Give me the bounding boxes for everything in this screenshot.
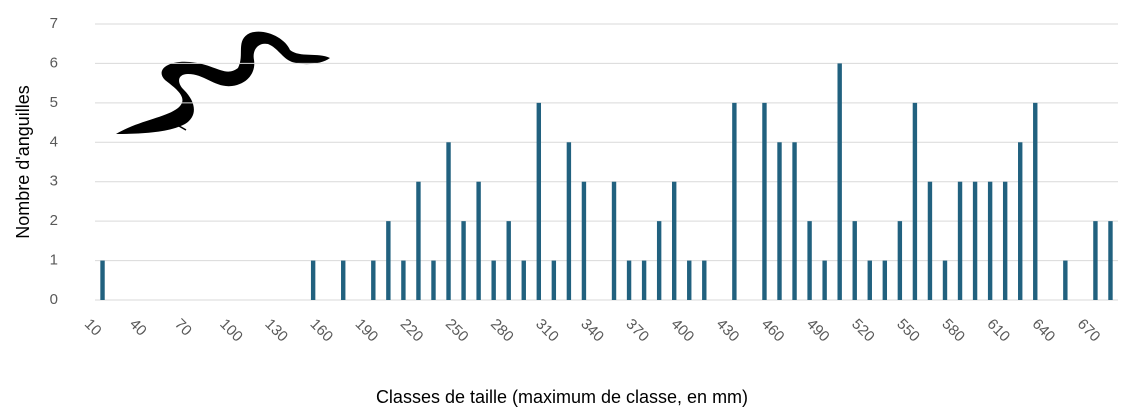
bar (611, 181, 617, 300)
bar (310, 260, 316, 300)
x-tick-label: 250 (442, 316, 472, 346)
bar (927, 181, 933, 300)
x-tick-label: 190 (352, 316, 382, 346)
x-tick-label: 220 (397, 316, 427, 346)
bar (626, 260, 632, 300)
bar (1063, 260, 1068, 300)
x-tick-label: 550 (893, 316, 923, 346)
bar (1108, 221, 1113, 300)
x-tick-label: 10 (81, 316, 105, 340)
bar (687, 260, 692, 300)
bar (1093, 221, 1098, 300)
bar (341, 260, 346, 300)
bar (897, 221, 903, 300)
bar (476, 181, 481, 300)
x-tick-label: 370 (622, 316, 652, 346)
x-tick-label: 580 (938, 316, 968, 346)
bar (1002, 181, 1008, 300)
x-tick-label: 340 (577, 316, 607, 346)
x-tick-label: 430 (713, 316, 743, 346)
y-tick-label: 5 (50, 94, 58, 111)
bar (957, 181, 963, 300)
bar (551, 260, 557, 300)
bar (446, 142, 451, 300)
bar (882, 260, 888, 300)
x-tick-label: 670 (1074, 316, 1104, 346)
x-tick-label: 70 (171, 316, 195, 340)
x-tick-label: 400 (668, 316, 698, 346)
bar (671, 181, 677, 300)
x-tick-label: 520 (848, 316, 878, 346)
y-tick-label: 1 (50, 252, 58, 269)
bar (656, 221, 662, 300)
y-tick-label: 2 (50, 212, 58, 229)
y-tick-label: 3 (50, 173, 58, 190)
bar (942, 260, 948, 300)
bar (491, 260, 496, 300)
x-tick-label: 280 (487, 316, 517, 346)
bar (506, 221, 511, 300)
y-tick-label: 4 (50, 133, 58, 150)
bar (416, 181, 421, 300)
bar (1018, 142, 1023, 300)
bar (581, 181, 587, 300)
y-tick-label: 0 (50, 291, 58, 308)
y-tick-label: 7 (50, 15, 58, 32)
bar (702, 260, 707, 300)
bar (431, 260, 436, 300)
bar (867, 260, 872, 300)
bar (461, 221, 466, 300)
bar (732, 102, 737, 300)
y-tick-label: 6 (50, 54, 58, 71)
x-tick-label: 460 (758, 316, 788, 346)
bar (762, 102, 767, 300)
bar (822, 260, 827, 300)
bar (401, 260, 406, 300)
bar (386, 221, 391, 300)
bar (987, 181, 993, 300)
x-tick-label: 310 (532, 316, 562, 346)
bar (837, 63, 842, 300)
bar (792, 142, 797, 300)
eel-icon (116, 31, 330, 134)
bar (777, 142, 782, 300)
x-tick-label: 160 (307, 316, 337, 346)
x-axis-title: Classes de taille (maximum de classe, en… (376, 387, 748, 407)
bar (912, 102, 918, 300)
x-tick-label: 100 (216, 316, 246, 346)
bar (536, 102, 542, 300)
bar (972, 181, 978, 300)
bar (371, 260, 376, 300)
y-axis-title: Nombre d'anguilles (13, 85, 33, 239)
bar (852, 221, 857, 300)
x-tick-label: 640 (1029, 316, 1059, 346)
x-tick-label: 610 (984, 316, 1014, 346)
bar (1033, 102, 1038, 300)
x-tick-label: 130 (261, 316, 291, 346)
x-tick-label: 490 (803, 316, 833, 346)
x-tick-label: 40 (126, 316, 150, 340)
bar (566, 142, 572, 300)
bar (521, 260, 526, 300)
bar (100, 260, 105, 300)
bar (641, 260, 647, 300)
bar (807, 221, 812, 300)
